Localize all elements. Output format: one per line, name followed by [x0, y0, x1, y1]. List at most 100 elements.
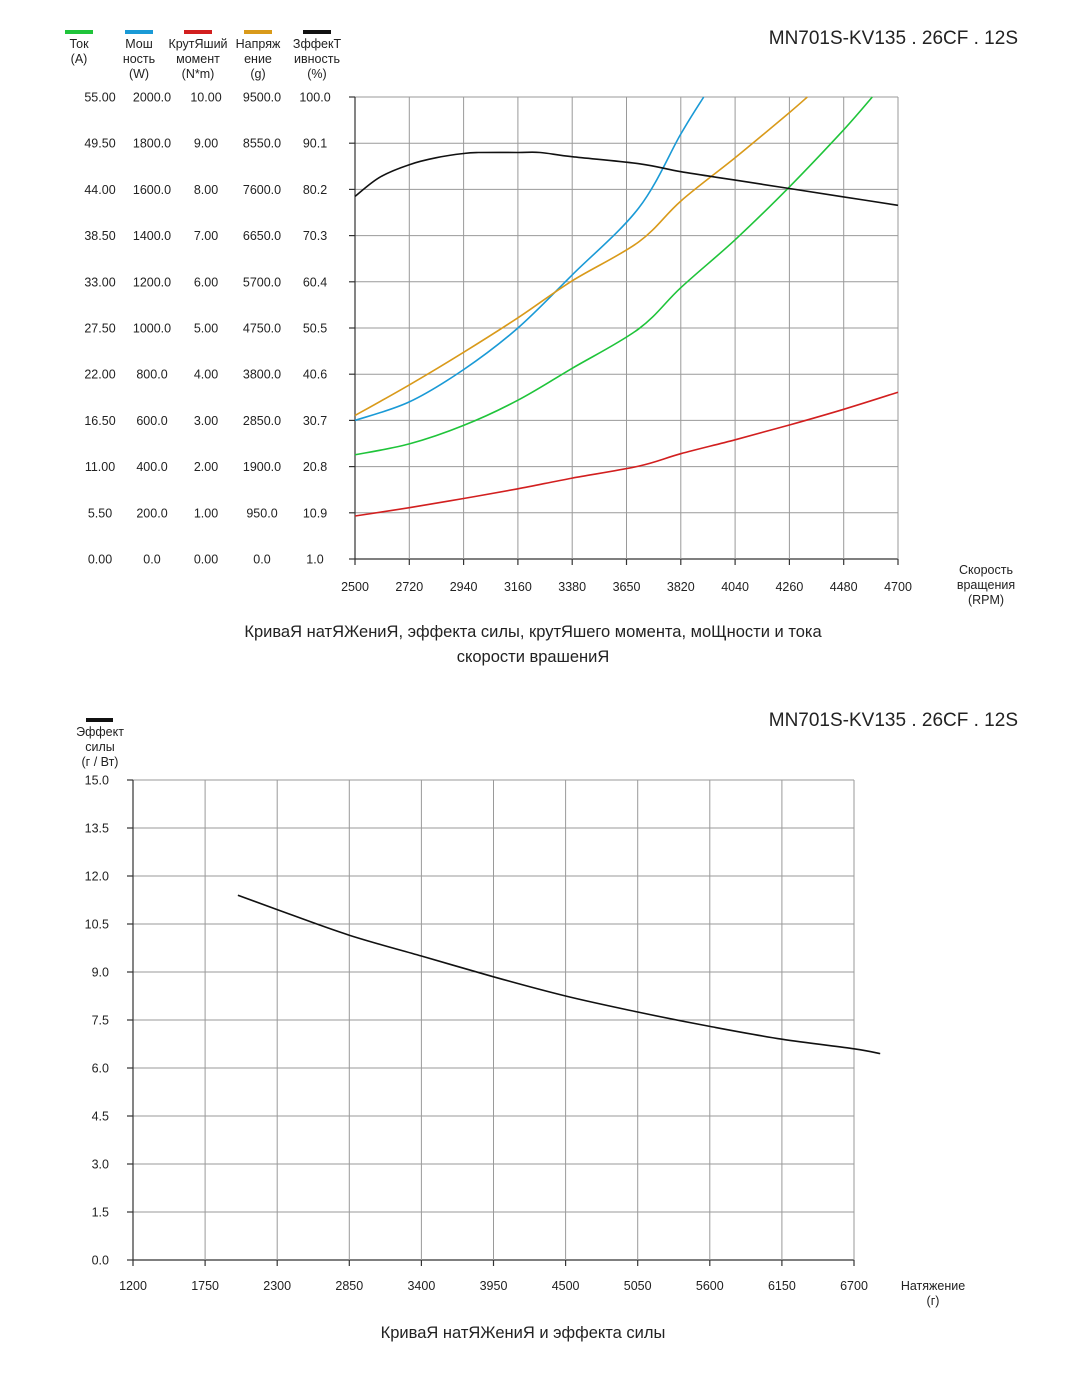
y-tick-label-power: 0.0 [143, 553, 160, 567]
series-line-current [354, 96, 873, 456]
y-tick-label-current: 5.50 [88, 506, 112, 520]
x-tick-label: 2850 [335, 1279, 363, 1293]
x-axis-label-line: (г) [927, 1294, 940, 1308]
y-tick-label-power: 1200.0 [133, 275, 171, 289]
y-tick-label: 6.0 [92, 1062, 109, 1076]
y-tick-label-current: 49.50 [84, 137, 115, 151]
legend-label-efficiency: ЗффекТ [293, 37, 342, 51]
x-tick-label: 2500 [341, 580, 369, 594]
series-line-thrust-efficiency [237, 894, 881, 1055]
y-tick-label-efficiency: 50.5 [303, 322, 327, 336]
y-axes-tick-labels: 0.00 5.50 11.00 16.50 22.00 27.50 33.00 38.50 44… [84, 91, 330, 567]
x-tick-label: 4260 [775, 580, 803, 594]
x-tick-label: 6150 [768, 1279, 796, 1293]
legend-label-power: Мош [125, 37, 153, 51]
x-axis-label: Натяжение(г) [901, 1279, 965, 1308]
x-tick-label: 4480 [830, 580, 858, 594]
legend-label-torque: момент [176, 52, 220, 66]
y-tick-label-efficiency: 40.6 [303, 368, 327, 382]
model-title: MN701S-KV135 . 26CF . 12S [769, 710, 1018, 731]
y-tick-label-power: 400.0 [136, 460, 167, 474]
series-line-efficiency [354, 151, 899, 207]
y-tick-label-current: 33.00 [84, 275, 115, 289]
y-tick-label-power: 1400.0 [133, 229, 171, 243]
y-tick-label-efficiency: 1.0 [306, 553, 323, 567]
y-tick-label: 10.5 [85, 918, 109, 932]
y-tick-label-power: 600.0 [136, 414, 167, 428]
legend-label-thrust: (g) [250, 67, 265, 81]
y-tick-label-torque: 0.00 [194, 553, 218, 567]
series-line-torque [354, 391, 899, 517]
y-tick-label-thrust: 8550.0 [243, 137, 281, 151]
x-axis-label-line: Натяжение [901, 1279, 965, 1293]
legend-swatch-power [125, 30, 153, 34]
y-tick-label-torque: 7.00 [194, 229, 218, 243]
y-tick-label-torque: 6.00 [194, 275, 218, 289]
x-tick-label: 5050 [624, 1279, 652, 1293]
chart-caption: КриваЯ натЯЖениЯ, эффекта силы, крутЯшег… [244, 623, 822, 666]
y-tick-label: 15.0 [85, 774, 109, 788]
y-tick-label-thrust: 4750.0 [243, 322, 281, 336]
y-tick-label-power: 800.0 [136, 368, 167, 382]
y-tick-label-power: 1000.0 [133, 322, 171, 336]
y-tick-label-thrust: 9500.0 [243, 91, 281, 105]
legend-swatch-current [65, 30, 93, 34]
series-lines [237, 894, 881, 1055]
y-axis-label-line: (г / Вт) [82, 755, 119, 769]
x-tick-label: 1200 [119, 1279, 147, 1293]
y-tick-label-thrust: 6650.0 [243, 229, 281, 243]
y-tick-label-torque: 5.00 [194, 322, 218, 336]
y-tick-label: 7.5 [92, 1014, 109, 1028]
x-axis-label-line: Скорость [959, 563, 1013, 577]
model-title: MN701S-KV135 . 26CF . 12S [769, 28, 1018, 49]
x-axis-label-line: вращения [957, 578, 1015, 592]
legend-label-thrust: ение [244, 52, 272, 66]
y-tick-label-thrust: 5700.0 [243, 275, 281, 289]
x-tick-label: 4700 [884, 580, 912, 594]
x-tick-label: 2300 [263, 1279, 291, 1293]
gridlines [349, 96, 899, 565]
y-axis-label-line: силы [85, 740, 115, 754]
y-tick-label-torque: 4.00 [194, 368, 218, 382]
y-tick-label-thrust: 7600.0 [243, 183, 281, 197]
y-tick-label-power: 1800.0 [133, 137, 171, 151]
y-tick-label-efficiency: 10.9 [303, 506, 327, 520]
y-tick-label: 13.5 [85, 822, 109, 836]
y-tick-label: 1.5 [92, 1206, 109, 1220]
y-tick-label-torque: 3.00 [194, 414, 218, 428]
y-tick-label: 9.0 [92, 966, 109, 980]
y-tick-label: 3.0 [92, 1158, 109, 1172]
y-tick-label-power: 2000.0 [133, 91, 171, 105]
caption-line: КриваЯ натЯЖениЯ, эффекта силы, крутЯшег… [244, 623, 822, 641]
series-lines [354, 96, 899, 517]
y-tick-label-torque: 10.00 [190, 91, 221, 105]
x-tick-label: 2940 [450, 580, 478, 594]
legend-label-torque: КрутЯший [168, 37, 227, 51]
y-tick-label-efficiency: 20.8 [303, 460, 327, 474]
y-tick-label: 4.5 [92, 1110, 109, 1124]
x-tick-label: 3160 [504, 580, 532, 594]
gridlines [127, 779, 855, 1266]
x-tick-label: 4500 [552, 1279, 580, 1293]
y-tick-label-efficiency: 90.1 [303, 137, 327, 151]
y-tick-label-current: 16.50 [84, 414, 115, 428]
y-tick-label-thrust: 0.0 [253, 553, 270, 567]
y-tick-label-torque: 9.00 [194, 137, 218, 151]
y-tick-label-thrust: 1900.0 [243, 460, 281, 474]
series-line-thrust [354, 96, 808, 417]
legend-label-thrust: Напряж [236, 37, 281, 51]
y-tick-label-torque: 8.00 [194, 183, 218, 197]
y-tick-label-current: 0.00 [88, 553, 112, 567]
y-tick-label-thrust: 2850.0 [243, 414, 281, 428]
x-tick-label: 4040 [721, 580, 749, 594]
y-tick-label-efficiency: 80.2 [303, 183, 327, 197]
legend-label-efficiency: ивность [294, 52, 340, 66]
x-tick-label: 1750 [191, 1279, 219, 1293]
y-axis-label-line: Эффект [76, 725, 124, 739]
x-tick-label: 3380 [558, 580, 586, 594]
y-tick-label-efficiency: 100.0 [299, 91, 330, 105]
